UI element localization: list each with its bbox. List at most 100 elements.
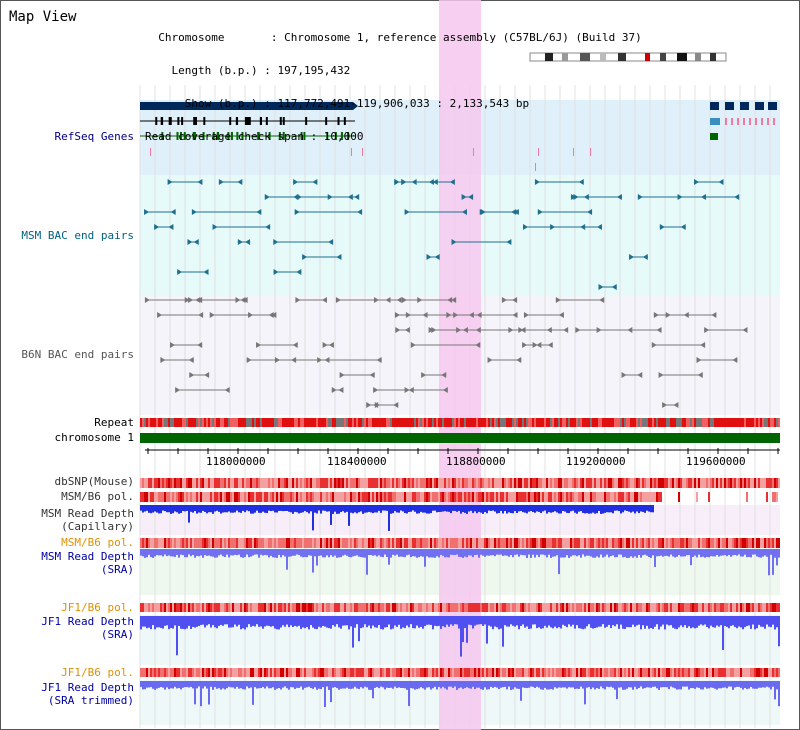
- track-label-refseq[interactable]: RefSeq Genes: [54, 130, 134, 143]
- heat-seg: [162, 492, 164, 502]
- repeat-seg: [742, 418, 744, 427]
- depth-bar: [380, 681, 382, 687]
- depth-bar: [314, 681, 316, 688]
- depth-bar: [388, 616, 390, 625]
- depth-bar: [238, 505, 240, 513]
- snp-mark: [767, 118, 769, 125]
- depth-bar: [568, 505, 570, 514]
- heat-seg: [570, 668, 572, 677]
- depth-bar: [346, 549, 348, 556]
- depth-bar: [618, 681, 620, 688]
- depth-bar: [554, 549, 556, 557]
- heat-seg: [222, 492, 224, 502]
- heat-seg: [200, 538, 202, 548]
- heat-seg: [384, 538, 386, 548]
- heat-seg: [288, 603, 290, 612]
- heat-seg: [332, 478, 334, 488]
- depth-bar: [430, 616, 432, 625]
- bac-end: [475, 342, 481, 348]
- depth-bar: [398, 505, 400, 513]
- depth-bar: [362, 505, 364, 514]
- heat-seg: [474, 603, 476, 612]
- heat-seg: [690, 538, 692, 548]
- depth-bar: [360, 681, 362, 688]
- heat-seg: [622, 603, 624, 612]
- depth-bar: [334, 505, 336, 512]
- depth-bar: [326, 549, 328, 556]
- heat-seg: [762, 668, 764, 677]
- heat-seg: [758, 603, 760, 612]
- heat-seg: [514, 668, 516, 677]
- heat-seg: [396, 668, 398, 677]
- heat-seg: [572, 668, 574, 677]
- depth-bar: [350, 505, 352, 513]
- heat-seg: [634, 668, 636, 677]
- repeat-seg: [280, 418, 282, 427]
- heat-seg: [610, 492, 612, 502]
- depth-bar: [276, 549, 278, 558]
- depth-bar: [446, 681, 448, 690]
- bac-end: [170, 342, 176, 348]
- heat-seg: [326, 538, 328, 548]
- exon: [236, 132, 239, 140]
- heat-seg: [250, 668, 252, 677]
- bac-end: [694, 179, 700, 185]
- repeat-seg: [194, 418, 196, 427]
- depth-bar: [646, 505, 648, 511]
- heat-seg: [426, 478, 428, 488]
- heat-seg: [374, 603, 376, 612]
- bac-end: [242, 297, 248, 303]
- depth-bar: [312, 505, 314, 531]
- depth-bar: [448, 549, 450, 558]
- depth-bar: [298, 616, 300, 626]
- repeat-seg: [290, 418, 292, 427]
- repeat-seg: [710, 418, 712, 427]
- heat-seg: [218, 668, 220, 677]
- depth-bar: [620, 681, 622, 688]
- bac-end: [616, 194, 622, 200]
- heat-seg: [356, 492, 358, 502]
- heat-seg: [238, 603, 240, 612]
- heat-seg: [656, 603, 658, 612]
- heat-seg: [558, 478, 560, 488]
- depth-bar: [592, 681, 594, 688]
- bac-end: [197, 297, 203, 303]
- repeat-seg: [366, 418, 368, 427]
- depth-bar: [230, 505, 232, 513]
- heat-seg: [606, 603, 608, 612]
- depth-bar: [500, 681, 502, 688]
- bac-end: [434, 254, 440, 260]
- heat-seg: [286, 603, 288, 612]
- depth-bar: [198, 505, 200, 513]
- depth-bar: [616, 505, 618, 511]
- depth-bar: [274, 681, 276, 690]
- heat-seg: [222, 668, 224, 677]
- depth-bar: [482, 681, 484, 690]
- heat-seg: [244, 603, 246, 612]
- heat-seg: [404, 668, 406, 677]
- track-label-msm-bac[interactable]: MSM BAC end pairs: [21, 229, 134, 242]
- depth-bar: [172, 549, 174, 557]
- heat-seg: [310, 603, 312, 612]
- heat-seg: [722, 668, 724, 677]
- heat-seg: [702, 478, 704, 488]
- heat-seg: [224, 603, 226, 612]
- repeat-seg: [508, 418, 510, 427]
- depth-bar: [348, 505, 350, 526]
- heat-seg: [642, 668, 644, 677]
- depth-bar: [526, 505, 528, 514]
- track-label-b6n-bac[interactable]: B6N BAC end pairs: [21, 348, 134, 361]
- depth-bar: [516, 505, 518, 514]
- depth-bar: [540, 549, 542, 555]
- heat-seg: [584, 668, 586, 677]
- depth-bar: [242, 505, 244, 511]
- depth-bar: [344, 616, 346, 626]
- depth-bar: [628, 549, 630, 558]
- heat-seg: [284, 492, 286, 502]
- depth-bar: [380, 505, 382, 513]
- repeat-seg: [314, 418, 316, 427]
- depth-bar: [652, 616, 654, 629]
- repeat-seg: [338, 418, 340, 427]
- depth-bar: [776, 549, 778, 566]
